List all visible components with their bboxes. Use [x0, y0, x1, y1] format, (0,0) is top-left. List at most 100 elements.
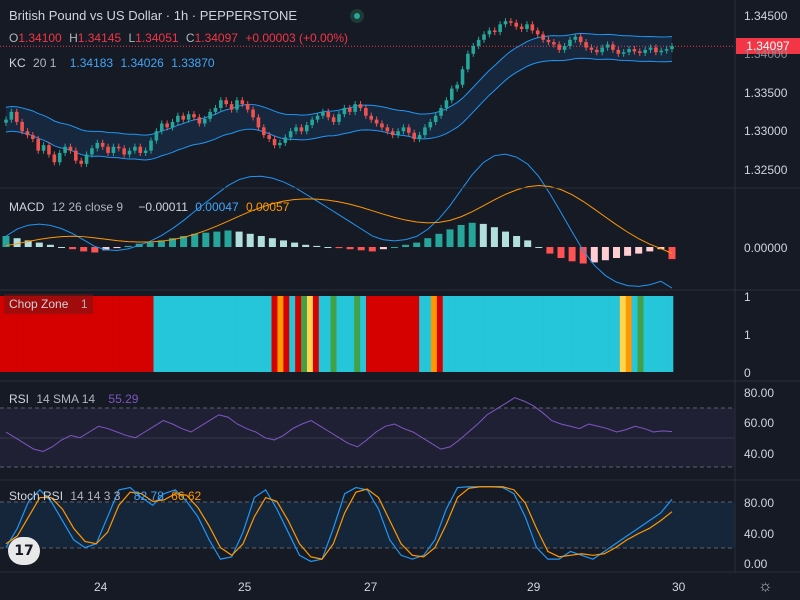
stoch-params: 14 14 3 3 — [70, 489, 121, 503]
macd-hist-bar — [124, 245, 132, 247]
chop-zone-bar — [643, 296, 650, 372]
chop-zone-bar — [436, 296, 444, 372]
candle-body — [84, 154, 89, 164]
macd-signal-line — [5, 185, 673, 254]
candle-body — [154, 131, 159, 141]
candle-body — [337, 114, 341, 122]
symbol-title[interactable]: British Pound vs US Dollar · 1h · PEPPER… — [9, 8, 298, 23]
macd-hist-bar — [257, 236, 265, 247]
chop-zone-bar — [200, 296, 207, 372]
candle-body — [643, 49, 647, 53]
candle-body — [557, 44, 562, 50]
macd-hist-bar — [413, 242, 421, 247]
change-value: +0.00003 (+0.00%) — [245, 31, 349, 45]
chop-zone-bar — [501, 296, 509, 372]
macd-hist-bar — [313, 245, 321, 247]
candle-body — [471, 46, 476, 54]
macd-hist-bar — [80, 247, 88, 252]
macd-hist-bar — [379, 247, 387, 250]
candle-body — [100, 142, 105, 147]
macd-hist-bar — [58, 247, 65, 248]
kc-legend[interactable]: KC 20 1 1.34183 1.34026 1.33870 — [9, 56, 219, 70]
candle-body — [369, 115, 374, 120]
chop-zone-bar — [206, 296, 213, 372]
chop-zone-bar — [318, 296, 325, 372]
close-label: C — [185, 31, 195, 45]
candle-body — [14, 111, 19, 122]
chop-zone-bar — [336, 296, 343, 372]
candle-body — [245, 104, 250, 110]
chop-legend[interactable]: Chop Zone 1 — [4, 294, 93, 314]
chop-zone-bar — [531, 296, 538, 372]
candle-body — [31, 135, 35, 139]
candles — [4, 18, 674, 167]
candle-body — [595, 49, 599, 53]
candle-body — [262, 127, 266, 136]
chop-zone-bar — [118, 296, 125, 372]
candle-body — [433, 115, 438, 122]
chop-zone-bar — [366, 296, 373, 372]
chop-zone-bar — [59, 296, 66, 372]
candle-body — [621, 52, 626, 54]
tradingview-logo[interactable]: 17 — [8, 537, 40, 565]
macd-hist-bar — [202, 232, 210, 247]
chop-zone-bar — [649, 296, 656, 372]
candle-body — [670, 46, 674, 50]
macd-legend[interactable]: MACD 12 26 close 9 −0.00011 0.00047 0.00… — [9, 200, 293, 214]
macd-hist-bar — [302, 244, 310, 247]
candle-body — [407, 127, 411, 133]
candle-body — [25, 131, 30, 136]
candle-body — [353, 104, 357, 112]
candle-body — [578, 36, 583, 43]
rsi-legend[interactable]: RSI 14 SMA 14 55.29 — [9, 392, 142, 406]
candle-body — [417, 135, 422, 139]
chop-zone-bar — [401, 296, 408, 372]
chop-zone-bar — [53, 296, 60, 372]
candle-body — [315, 115, 320, 120]
low-value: 1.34051 — [135, 31, 179, 45]
rsi-name: RSI — [9, 392, 30, 406]
macd-hist-bar — [402, 244, 410, 247]
open-label: O — [9, 31, 19, 45]
stoch-tick: 40.00 — [744, 527, 775, 541]
candle-body — [192, 114, 196, 118]
macd-hist-bar — [513, 236, 521, 247]
candle-body — [401, 127, 406, 132]
chop-zone-bar — [35, 296, 42, 372]
stoch-legend[interactable]: Stoch RSI 14 14 3 3 82.78 66.62 — [9, 489, 205, 503]
chop-zone-bar — [147, 296, 154, 372]
candle-body — [428, 121, 433, 128]
chop-zone-bar — [525, 296, 532, 372]
settings-gear-icon[interactable]: ☼ — [758, 578, 773, 595]
open-value: 1.34100 — [18, 31, 62, 45]
kc-name: KC — [9, 56, 26, 70]
chop-zone-bar — [383, 296, 390, 372]
chop-zone-bar — [549, 296, 556, 372]
chop-zone-bar — [661, 296, 668, 372]
macd-hist-bar — [468, 222, 476, 247]
candle-body — [240, 100, 245, 105]
candle-body — [288, 131, 293, 138]
candle-body — [444, 100, 449, 108]
chop-zone-bar — [224, 296, 231, 372]
candle-body — [133, 146, 137, 151]
price-tick: 1.34500 — [744, 9, 788, 23]
chop-zone-bar — [354, 296, 361, 372]
chop-zone-bar — [360, 296, 367, 372]
chop-name: Chop Zone — [9, 297, 69, 311]
chop-zone-bar — [253, 296, 261, 372]
macd-hist-bar — [557, 247, 565, 258]
pane-dividers[interactable] — [0, 0, 800, 573]
candle-body — [272, 139, 277, 146]
macd-hist-bar — [113, 247, 121, 249]
rsi-line — [5, 397, 673, 452]
candle-body — [186, 114, 191, 120]
candle-body — [535, 30, 540, 35]
chop-zone-bar — [11, 296, 19, 372]
macd-hist-bar — [624, 247, 632, 256]
candle-body — [364, 108, 368, 116]
candle-body — [439, 108, 443, 116]
macd-params: 12 26 close 9 — [51, 200, 124, 214]
macd-tick: 0.00000 — [744, 241, 788, 255]
